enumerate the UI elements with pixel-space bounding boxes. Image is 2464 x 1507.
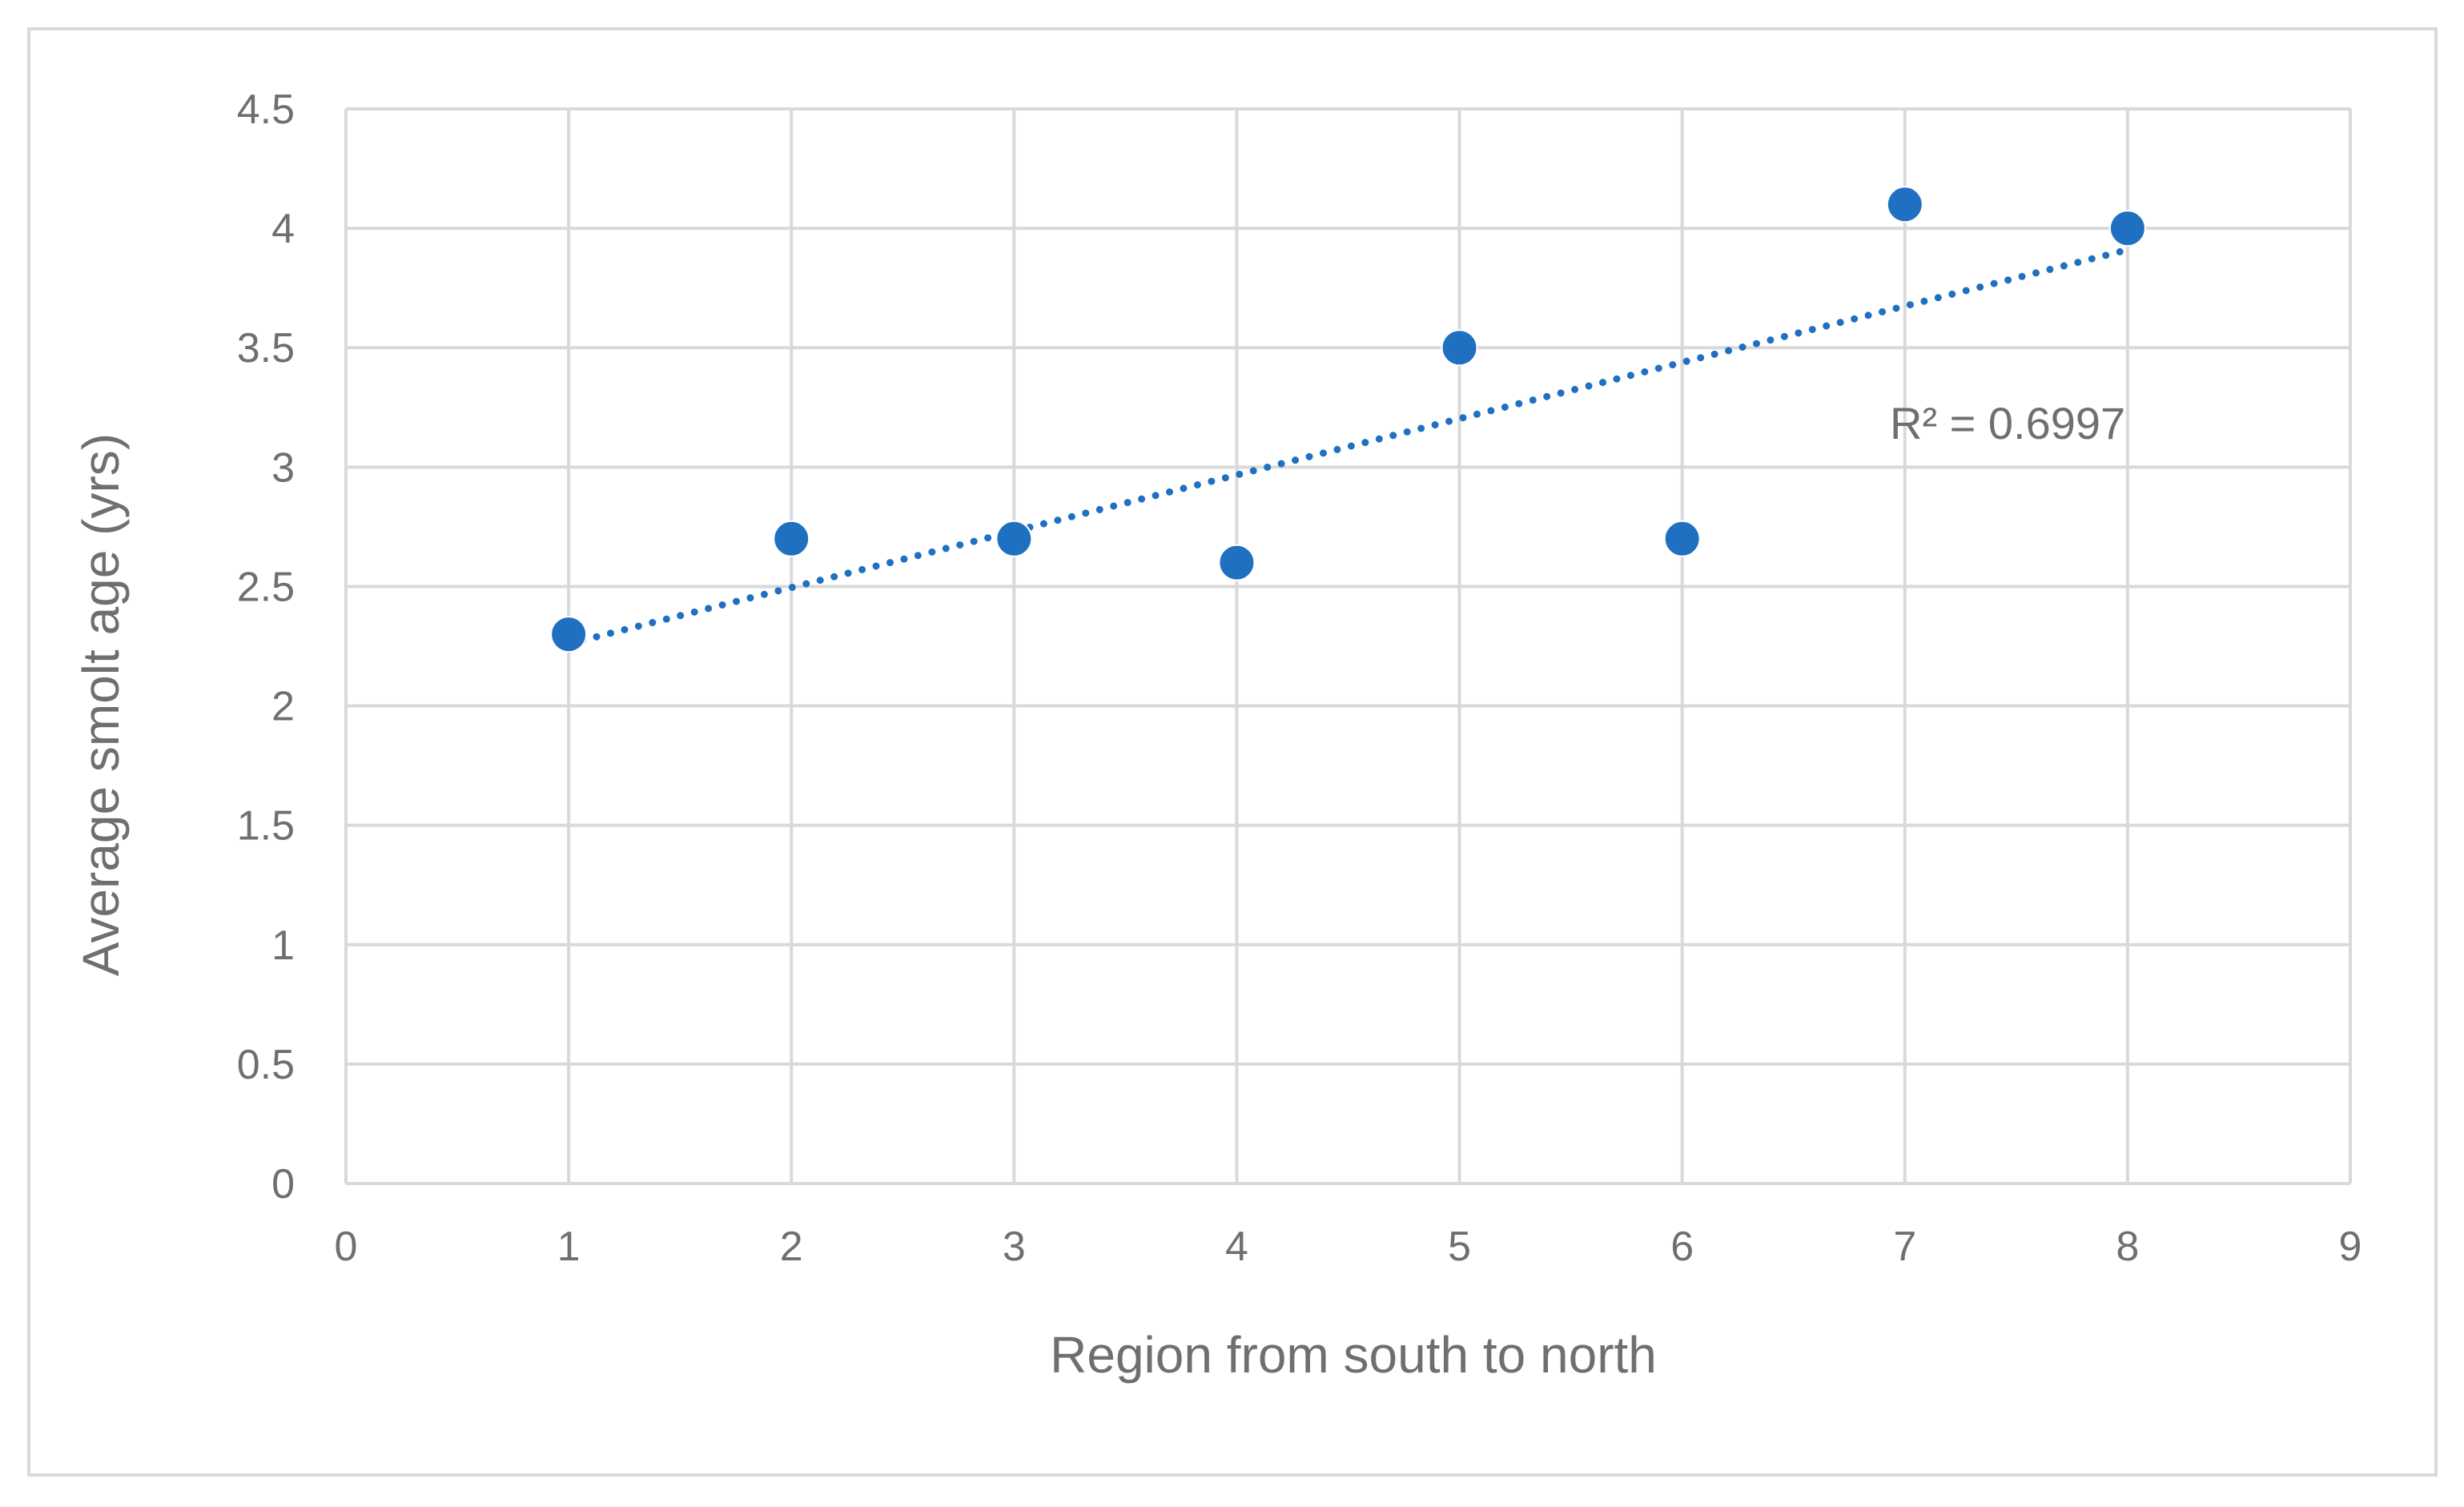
- trendline: [565, 246, 2132, 648]
- y-axis-title: Average smolt age (yrs): [72, 433, 130, 976]
- y-tick-label: 1.5: [237, 803, 295, 850]
- y-tick-label: 0.5: [237, 1042, 295, 1088]
- y-tick-label: 4: [271, 206, 295, 252]
- y-tick-label: 2: [271, 684, 295, 730]
- data-point: [550, 616, 588, 653]
- data-point: [1663, 520, 1701, 557]
- x-tick-label: 3: [1003, 1224, 1026, 1270]
- x-tick-label: 5: [1448, 1224, 1471, 1270]
- x-tick-label: 1: [557, 1224, 581, 1270]
- y-tick-label: 1: [271, 922, 295, 969]
- x-tick-label: 4: [1225, 1224, 1248, 1270]
- data-point: [1218, 544, 1256, 581]
- y-tick-label: 4.5: [237, 86, 295, 133]
- data-point: [1886, 186, 1923, 223]
- y-tick-label: 3.5: [237, 325, 295, 372]
- x-tick-label: 8: [2116, 1224, 2139, 1270]
- x-tick-label: 0: [335, 1224, 358, 1270]
- grid-layer: [344, 107, 2352, 1185]
- x-axis-title: Region from south to north: [1050, 1326, 1657, 1384]
- data-point: [773, 520, 810, 557]
- y-tick-label: 3: [271, 444, 295, 491]
- y-tick-labels: 0 0.5 1 1.5 2 2.5 3 3.5 4 4.5: [237, 86, 295, 1208]
- data-point: [995, 520, 1033, 557]
- x-tick-label: 6: [1670, 1224, 1694, 1270]
- data-point: [2108, 210, 2146, 247]
- y-tick-label: 0: [271, 1161, 295, 1208]
- x-tick-labels: 0 1 2 3 4 5 6 7 8 9: [335, 1224, 2362, 1270]
- chart-frame: [27, 27, 2438, 1477]
- data-point: [1441, 329, 1478, 367]
- x-tick-label: 2: [780, 1224, 803, 1270]
- data-points-layer: [550, 186, 2146, 653]
- r-squared-annotation: R² = 0.6997: [1890, 398, 2125, 448]
- trendline-layer: [565, 246, 2132, 648]
- y-tick-label: 2.5: [237, 564, 295, 610]
- x-tick-label: 7: [1893, 1224, 1916, 1270]
- x-tick-label: 9: [2339, 1224, 2362, 1270]
